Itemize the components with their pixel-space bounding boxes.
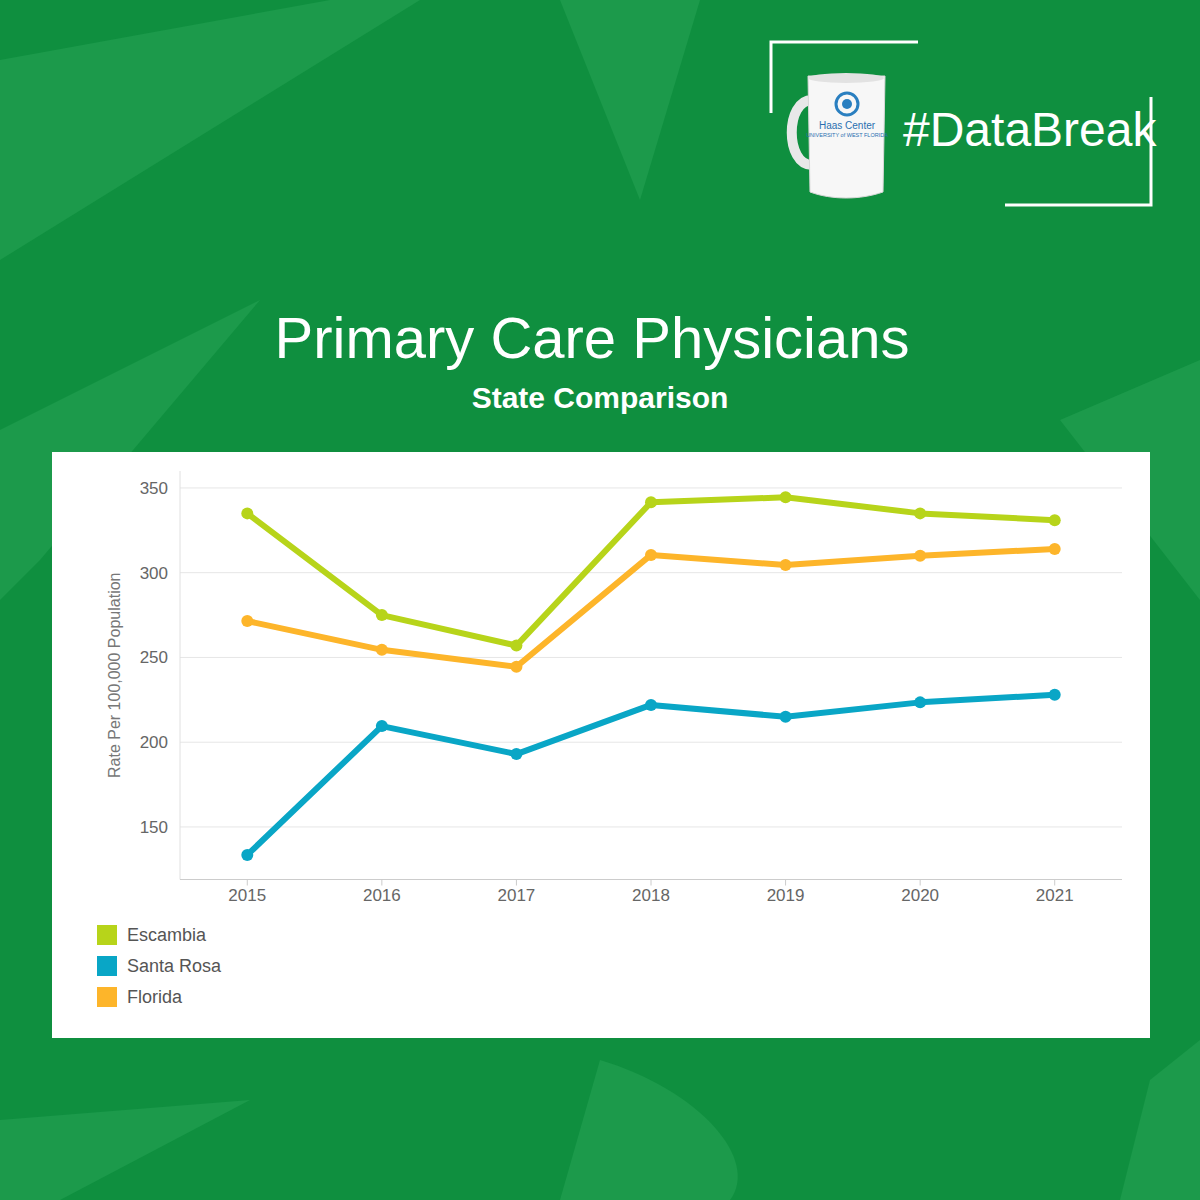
series-point [1049,543,1061,555]
y-tick-label: 350 [140,479,168,498]
logo-subtitle: UNIVERSITY of WEST FLORIDA [806,132,888,138]
series-point [914,507,926,519]
series-point [645,496,657,508]
legend-swatch [97,956,117,976]
background [0,0,1200,1200]
logo-swirl-center [842,99,852,109]
legend: Escambia Santa Rosa Florida [97,925,222,1007]
deco-shape [1120,1040,1200,1200]
series-point [376,644,388,656]
y-tick-label: 200 [140,733,168,752]
series-line [247,695,1054,855]
y-axis-title: Rate Per 100,000 Population [106,573,123,778]
hashtag: #DataBreak [903,103,1157,156]
y-axis-line [180,471,181,880]
mug-logo: Haas CenterUNIVERSITY of WEST FLORIDA [792,73,888,198]
series-point [241,615,253,627]
legend-swatch [97,925,117,945]
x-tick-label: 2017 [498,886,536,905]
series-point [1049,514,1061,526]
series-point [780,491,792,503]
series-point [780,711,792,723]
legend-label: Florida [127,987,183,1007]
series-point [510,640,522,652]
deco-shape [560,0,700,200]
series-point [241,507,253,519]
deco-shape [0,1100,250,1200]
grid-line [180,826,1122,827]
deco-shape [0,0,420,260]
series-point [1049,689,1061,701]
series-line [247,549,1054,667]
mug-rim [808,73,884,83]
title: Primary Care Physicians [275,305,910,370]
series-point [645,699,657,711]
x-tick-label: 2019 [767,886,805,905]
series-point [645,549,657,561]
series-point [780,559,792,571]
series-point [376,609,388,621]
decoration [0,0,1200,1200]
series-point [241,849,253,861]
grid-line [180,742,1122,743]
deco-shape [560,1060,738,1200]
grid-line [180,657,1122,658]
chart-panel [52,452,1150,1038]
legend-label: Santa Rosa [127,956,222,976]
series-point [376,720,388,732]
legend-label: Escambia [127,925,207,945]
y-tick-label: 250 [140,648,168,667]
series-point [510,661,522,673]
x-tick-label: 2015 [228,886,266,905]
frame-corner [771,42,918,113]
x-tick-label: 2020 [901,886,939,905]
plot-area [241,491,1060,861]
series-point [914,550,926,562]
x-tick-label: 2018 [632,886,670,905]
canvas: Haas CenterUNIVERSITY of WEST FLORIDA #Da… [0,0,1200,1200]
series-point [914,696,926,708]
x-tick-label: 2016 [363,886,401,905]
x-tick-label: 2021 [1036,886,1074,905]
grid-line [180,487,1122,488]
subtitle: State Comparison [472,381,729,414]
logo-swirl [836,93,858,115]
series-point [510,748,522,760]
y-tick-label: 300 [140,564,168,583]
legend-swatch [97,987,117,1007]
y-tick-label: 150 [140,818,168,837]
series-line [247,497,1054,645]
logo-title: Haas Center [819,120,876,131]
